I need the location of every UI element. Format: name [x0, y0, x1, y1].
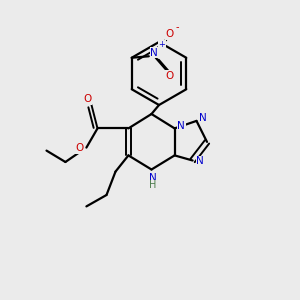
Text: N: N: [196, 156, 204, 166]
Text: O: O: [83, 94, 91, 104]
Text: N: N: [177, 121, 185, 131]
Text: N: N: [199, 113, 207, 123]
Text: O: O: [166, 71, 174, 81]
Text: H: H: [149, 180, 156, 190]
Text: N: N: [149, 173, 157, 183]
Text: N: N: [150, 48, 158, 58]
Text: O: O: [165, 29, 173, 39]
Text: O: O: [76, 143, 84, 153]
Text: -: -: [176, 22, 179, 32]
Text: +: +: [158, 40, 165, 49]
